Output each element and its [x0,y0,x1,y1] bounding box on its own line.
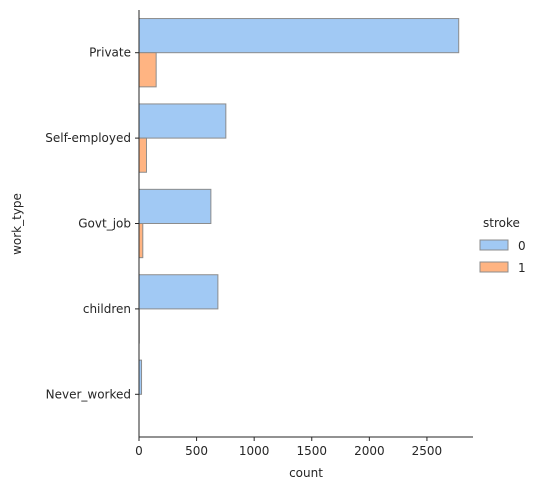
bar-govt_job-stroke-1 [138,223,144,259]
bars-layer [138,18,460,395]
legend-swatch-0 [479,239,509,251]
x-axis-label: count [289,466,323,480]
x-tick-label: 2500 [412,444,443,458]
bar-private-stroke-0 [138,18,460,54]
y-axis-label: work_type [10,193,24,255]
legend: stroke 0 1 [479,216,526,275]
x-tick-label: 2000 [354,444,385,458]
legend-label-1: 1 [518,261,526,275]
bar-children-stroke-0 [138,274,219,310]
x-ticks: 0 500 1000 1500 2000 2500 [135,437,442,458]
legend-label-0: 0 [518,239,526,253]
y-tick-label: Govt_job [78,217,131,231]
y-tick-label: Never_worked [46,387,131,401]
x-tick-label: 1500 [296,444,327,458]
y-tick-label: Self-employed [45,131,131,145]
legend-swatch-1 [479,261,509,273]
bar-private-stroke-1 [138,52,157,88]
legend-title: stroke [483,216,520,230]
bar-self-employed-stroke-1 [138,137,147,173]
y-tick-label: Private [89,46,131,60]
x-tick-label: 500 [185,444,208,458]
y-tick-label: children [83,302,131,316]
x-tick-label: 0 [135,444,143,458]
x-tick-label: 1000 [239,444,270,458]
y-ticks: Private Self-employed Govt_job children Neve… [45,46,139,401]
bar-self-employed-stroke-0 [138,103,227,139]
bar-govt_job-stroke-0 [138,188,212,224]
